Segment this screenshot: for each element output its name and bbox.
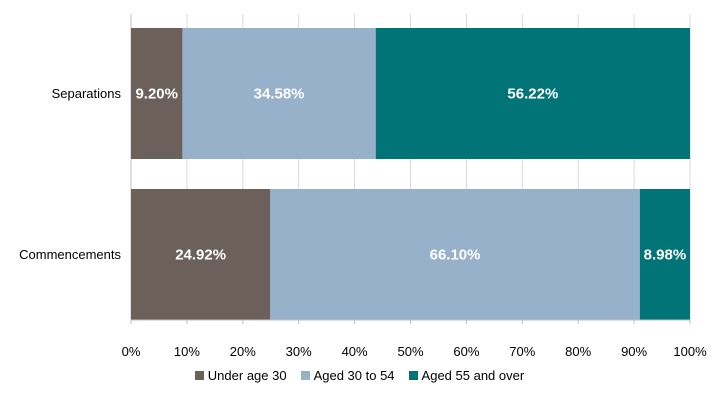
x-tick-label: 20% [230,344,256,359]
bar-segment [131,189,271,320]
x-tick-label: 90% [621,344,647,359]
x-tick-label: 50% [397,344,423,359]
legend-swatch-under-30 [194,371,204,380]
x-tick-label: 30% [286,344,312,359]
x-tick-label: 60% [453,344,479,359]
category-labels: Separations Commencements [19,86,121,262]
x-tick-label: 70% [509,344,535,359]
x-tick-label: 0% [122,344,141,359]
legend-item-30-to-54: Aged 30 to 54 [300,368,395,383]
category-label-separations: Separations [52,86,122,101]
legend-swatch-55-and-over [408,371,418,380]
legend: Under age 30 Aged 30 to 54 Aged 55 and o… [0,368,719,383]
data-label: 56.22% [507,86,558,103]
x-axis-ticks: 0% 10% 20% 30% 40% 50% 60% 70% 80% 90% 100% [122,319,707,359]
data-label: 9.20% [135,86,178,103]
x-tick-label: 40% [342,344,368,359]
data-label: 8.98% [644,247,687,264]
bar-segment [375,28,690,159]
legend-label-under-30: Under age 30 [207,368,287,383]
bars: 9.20% 34.58% 56.22% 24.92% 66.10% 8.98% [131,28,690,320]
bar-segment [639,189,690,320]
bar-segment [182,28,376,159]
legend-item-under-30: Under age 30 [194,368,287,383]
bar-segment [270,189,640,320]
bar-segment [131,28,183,159]
category-label-commencements: Commencements [19,247,121,262]
x-tick-label: 10% [174,344,200,359]
x-tick-label: 100% [673,344,707,359]
data-label: 24.92% [175,247,226,264]
legend-label-55-and-over: Aged 55 and over [421,368,525,383]
data-label: 34.58% [254,86,305,103]
legend-swatch-30-to-54 [300,371,310,380]
data-label: 66.10% [430,247,481,264]
x-tick-label: 80% [565,344,591,359]
legend-label-30-to-54: Aged 30 to 54 [313,368,395,383]
legend-item-55-and-over: Aged 55 and over [408,368,525,383]
